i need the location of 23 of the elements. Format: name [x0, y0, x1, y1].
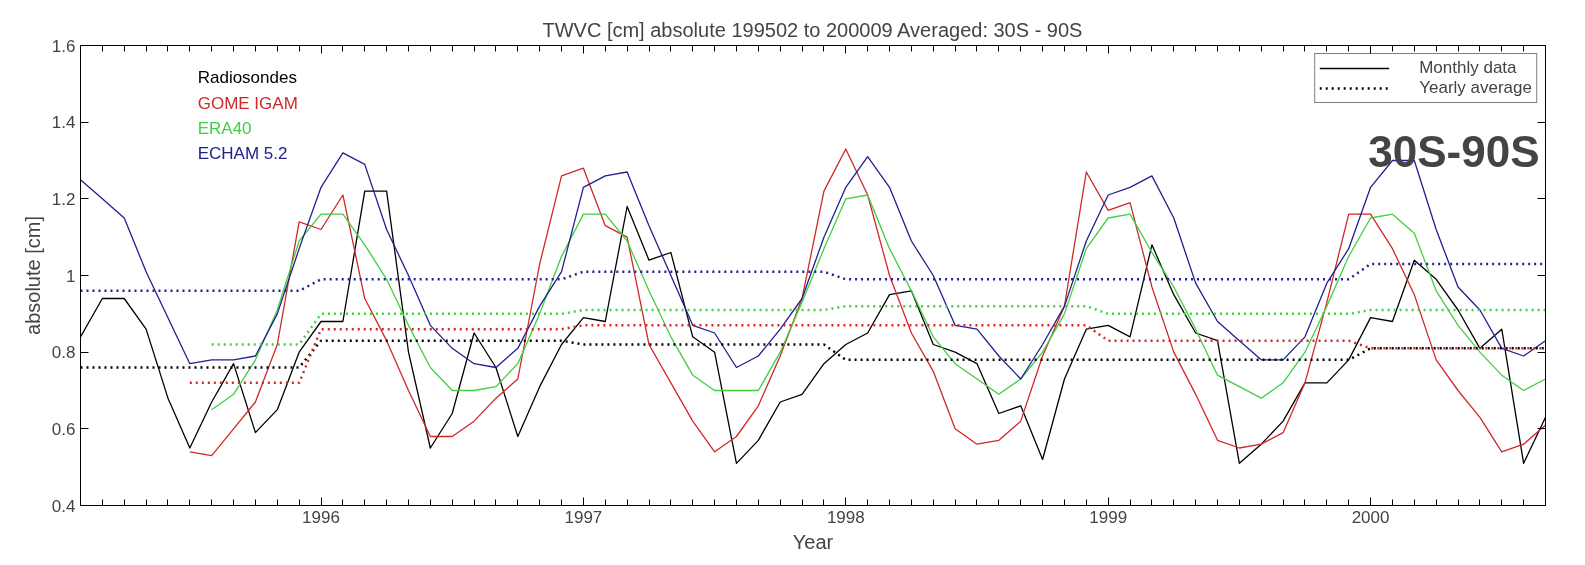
x-tick-label: 1999 — [1089, 507, 1128, 527]
x-tick-label: 1998 — [826, 507, 865, 527]
y-axis-title: absolute [cm] — [21, 216, 44, 335]
annotation: Monthly data — [1419, 58, 1517, 78]
y-tick-label: 0.6 — [51, 419, 76, 439]
chart-title: TWVC [cm] absolute 199502 to 200009 Averaged: 30S - 90S — [542, 18, 1083, 41]
y-tick-label: 0.4 — [51, 496, 76, 516]
y-tick-label: 1 — [66, 266, 76, 286]
y-tick-label: 0.8 — [51, 343, 76, 363]
line-series — [211, 194, 1546, 411]
x-axis-title: Year — [792, 530, 834, 553]
y-tick-label: 1.2 — [51, 189, 76, 209]
annotation: 30S-90S — [1368, 126, 1540, 176]
x-tick-label: 2000 — [1351, 507, 1390, 527]
y-tick-label: 1.6 — [51, 36, 76, 56]
text: ECHAM 5.2 — [197, 144, 288, 164]
y-tick-label: 1.4 — [51, 113, 76, 133]
x-tick-label: 1996 — [302, 507, 340, 527]
annotation: Yearly average — [1419, 78, 1532, 98]
text: ERA40 — [197, 118, 252, 138]
text: GOME IGAM — [197, 93, 298, 113]
legend-label: Radiosondes — [197, 68, 297, 88]
x-tick-label: 1997 — [564, 507, 603, 527]
